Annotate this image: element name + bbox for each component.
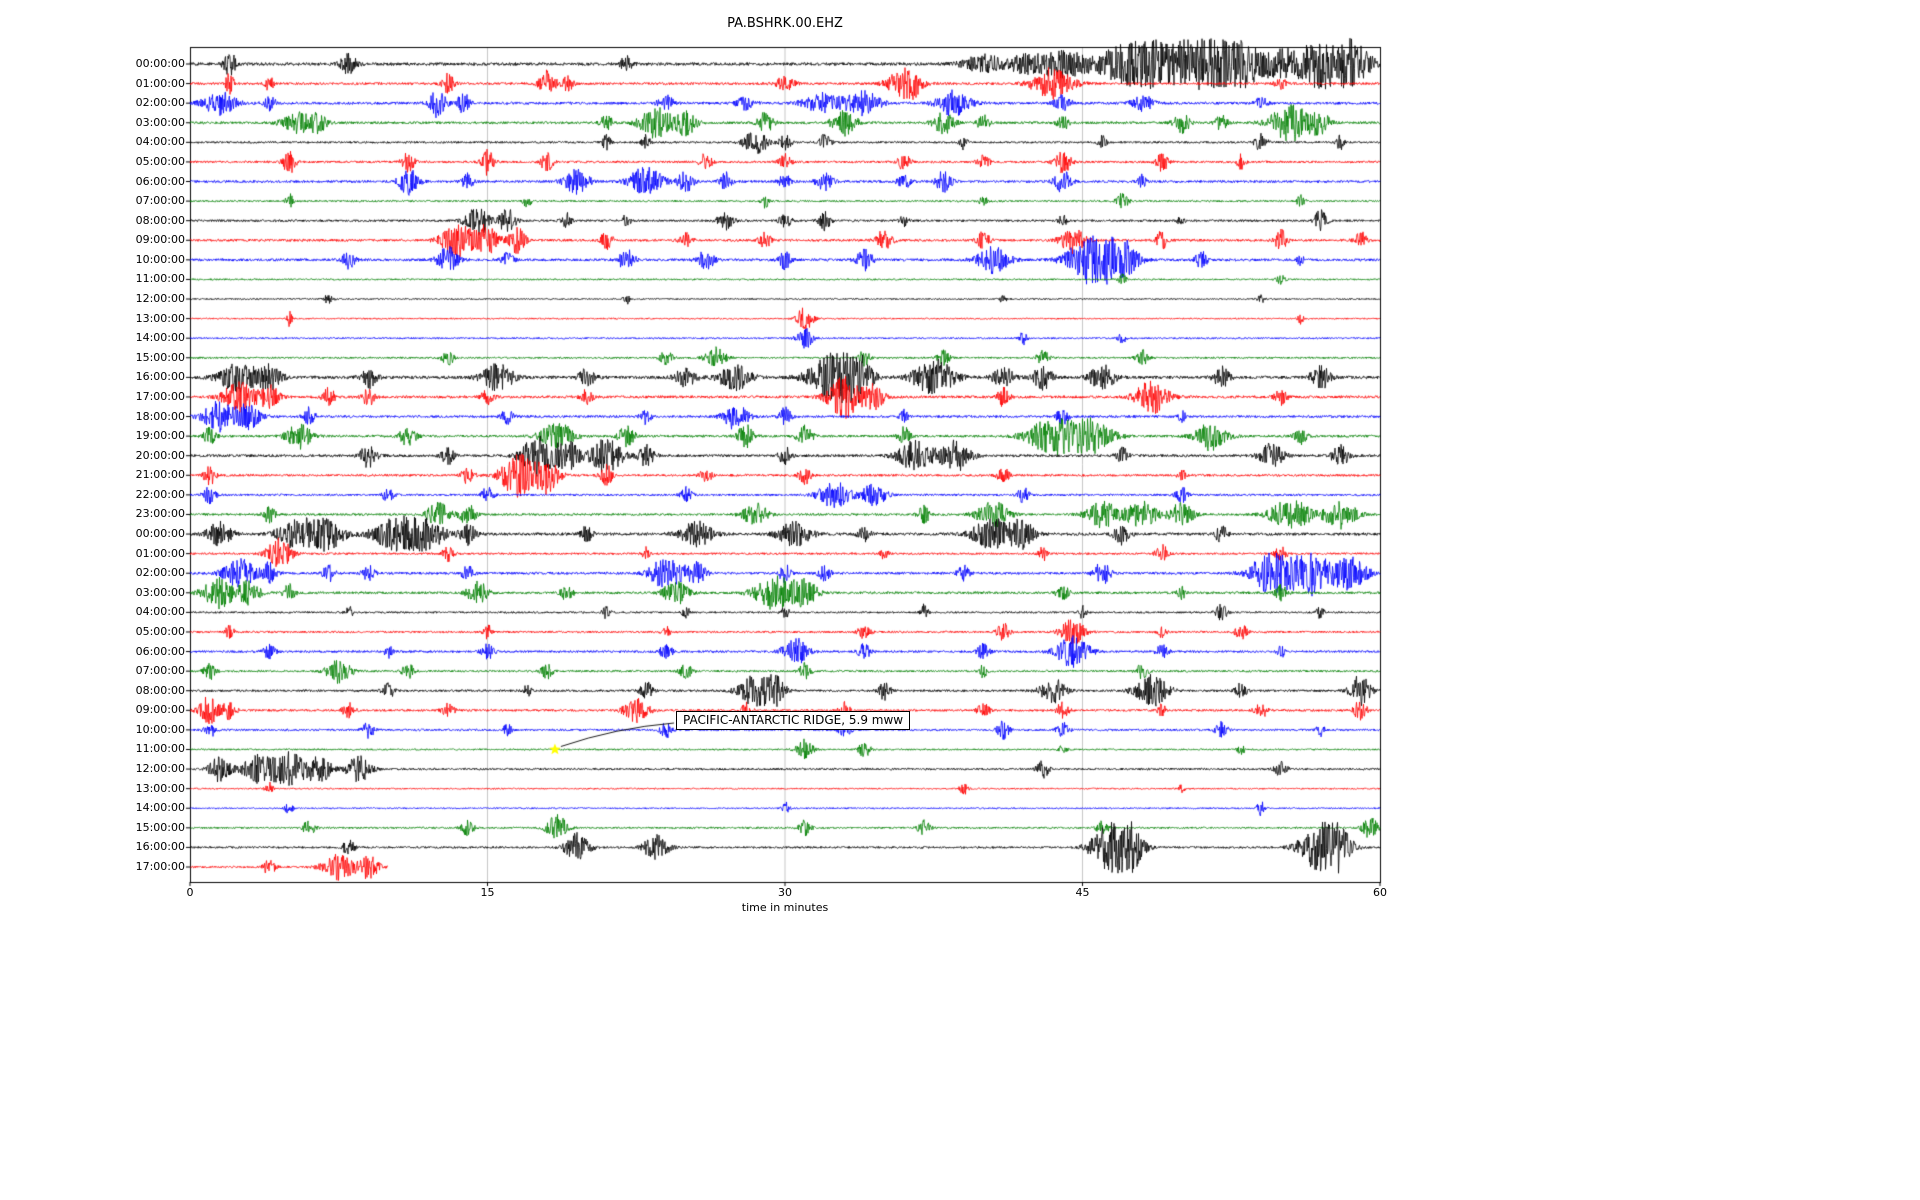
y-axis-label: 02:00:00 bbox=[135, 96, 185, 110]
y-axis-label: 15:00:00 bbox=[135, 350, 185, 364]
y-axis-label: 04:00:00 bbox=[135, 135, 185, 149]
y-axis-label: 14:00:00 bbox=[135, 801, 185, 815]
y-axis-label: 15:00:00 bbox=[135, 820, 185, 834]
x-axis-tick-label: 30 bbox=[778, 886, 792, 899]
y-axis-label: 01:00:00 bbox=[135, 76, 185, 90]
event-annotation: PACIFIC-ANTARCTIC RIDGE, 5.9 mww bbox=[676, 711, 911, 730]
y-axis-label: 00:00:00 bbox=[135, 527, 185, 541]
y-axis-label: 01:00:00 bbox=[135, 546, 185, 560]
y-axis-label: 11:00:00 bbox=[135, 272, 185, 286]
x-axis-tick-label: 60 bbox=[1373, 886, 1387, 899]
y-axis-label: 05:00:00 bbox=[135, 624, 185, 638]
y-axis-label: 22:00:00 bbox=[135, 487, 185, 501]
y-axis-label: 11:00:00 bbox=[135, 742, 185, 756]
x-axis-tick-label: 0 bbox=[186, 886, 194, 899]
y-axis-label: 19:00:00 bbox=[135, 429, 185, 443]
x-axis-label: time in minutes bbox=[741, 901, 829, 914]
y-axis-label: 06:00:00 bbox=[135, 644, 185, 658]
y-axis-label: 16:00:00 bbox=[135, 840, 185, 854]
y-axis-label: 10:00:00 bbox=[135, 722, 185, 736]
y-axis-label: 20:00:00 bbox=[135, 448, 185, 462]
y-axis-label: 23:00:00 bbox=[135, 507, 185, 521]
plot-title: PA.BSHRK.00.EHZ bbox=[727, 16, 843, 31]
y-axis-label: 13:00:00 bbox=[135, 781, 185, 795]
x-axis-tick-label: 45 bbox=[1075, 886, 1090, 899]
y-axis-label: 12:00:00 bbox=[135, 762, 185, 776]
y-axis-label: 17:00:00 bbox=[135, 389, 185, 403]
y-axis-label: 18:00:00 bbox=[135, 409, 185, 423]
y-axis-label: 04:00:00 bbox=[135, 605, 185, 619]
y-axis-label: 09:00:00 bbox=[135, 233, 185, 247]
y-axis-label: 09:00:00 bbox=[135, 703, 185, 717]
y-axis-label: 03:00:00 bbox=[135, 115, 185, 129]
x-axis-tick-label: 15 bbox=[480, 886, 495, 899]
y-axis-label: 13:00:00 bbox=[135, 311, 185, 325]
y-axis-label: 06:00:00 bbox=[135, 174, 185, 188]
y-axis-label: 05:00:00 bbox=[135, 154, 185, 168]
y-axis-label: 08:00:00 bbox=[135, 683, 185, 697]
y-axis-label: 03:00:00 bbox=[135, 585, 185, 599]
y-axis-label: 10:00:00 bbox=[135, 252, 185, 266]
y-axis-label: 21:00:00 bbox=[135, 468, 185, 482]
y-axis-label: 12:00:00 bbox=[135, 292, 185, 306]
y-axis-label: 08:00:00 bbox=[135, 213, 185, 227]
y-axis-label: 02:00:00 bbox=[135, 566, 185, 580]
y-axis-label: 16:00:00 bbox=[135, 370, 185, 384]
y-axis-label: 14:00:00 bbox=[135, 331, 185, 345]
y-axis-label: 07:00:00 bbox=[135, 194, 185, 208]
y-axis-label: 07:00:00 bbox=[135, 664, 185, 678]
y-axis-label: 00:00:00 bbox=[135, 57, 185, 70]
y-axis-label: 17:00:00 bbox=[135, 860, 185, 873]
